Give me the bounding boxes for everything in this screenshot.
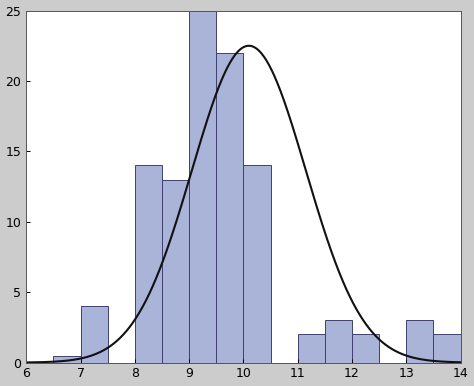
Bar [216,53,244,362]
Bar [298,334,325,362]
Bar [162,179,189,362]
Bar [406,320,433,362]
Bar [352,334,379,362]
Bar [135,166,162,362]
Bar [325,320,352,362]
Bar [433,334,461,362]
Bar [54,356,81,362]
Bar [81,306,108,362]
Bar [244,166,271,362]
Bar [189,10,216,362]
